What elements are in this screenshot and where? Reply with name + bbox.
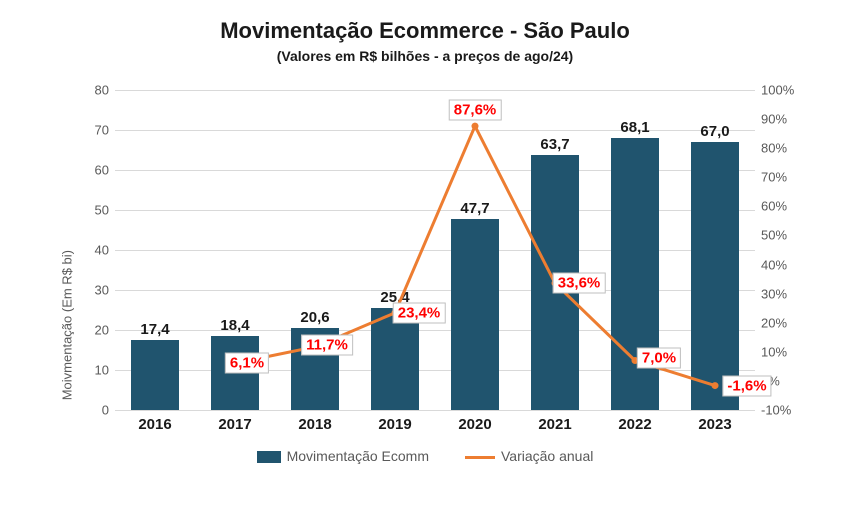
y-left-tick: 10: [95, 363, 115, 378]
x-tick: 2019: [378, 410, 411, 433]
x-tick: 2023: [698, 410, 731, 433]
line-marker: [712, 382, 719, 389]
line-value-label: 6,1%: [225, 353, 269, 374]
y-right-tick: 10%: [755, 344, 787, 359]
x-tick: 2020: [458, 410, 491, 433]
plot-area: 01020304050607080-10%0%10%20%30%40%50%60…: [115, 90, 755, 410]
line-value-label: 87,6%: [449, 100, 502, 121]
legend: Movimentação Ecomm Variação anual: [0, 448, 850, 464]
grid-line: [115, 410, 755, 411]
y-left-tick: 30: [95, 283, 115, 298]
y-left-tick: 40: [95, 243, 115, 258]
x-tick: 2017: [218, 410, 251, 433]
x-tick: 2016: [138, 410, 171, 433]
y-left-tick: 0: [102, 403, 115, 418]
y-right-tick: 80%: [755, 141, 787, 156]
line-value-label: 23,4%: [393, 302, 446, 323]
y-right-tick: 60%: [755, 199, 787, 214]
x-tick: 2018: [298, 410, 331, 433]
line-value-label: -1,6%: [722, 375, 771, 396]
line-value-label: 11,7%: [301, 334, 353, 355]
y-right-tick: 90%: [755, 112, 787, 127]
y-left-tick: 50: [95, 203, 115, 218]
y-right-tick: -10%: [755, 403, 791, 418]
y-right-tick: 40%: [755, 257, 787, 272]
y-left-tick: 80: [95, 83, 115, 98]
y-right-tick: 50%: [755, 228, 787, 243]
legend-label-bars: Movimentação Ecomm: [287, 448, 429, 464]
x-tick: 2021: [538, 410, 571, 433]
line-value-label: 33,6%: [553, 273, 606, 294]
y-right-tick: 30%: [755, 286, 787, 301]
y-left-axis-label: Moivmentação (Em R$ bi): [60, 250, 75, 400]
x-tick: 2022: [618, 410, 651, 433]
legend-item-bars: Movimentação Ecomm: [257, 448, 429, 464]
y-left-tick: 20: [95, 323, 115, 338]
y-left-tick: 60: [95, 163, 115, 178]
y-left-tick: 70: [95, 123, 115, 138]
legend-swatch-bar: [257, 451, 281, 463]
chart-subtitle: (Valores em R$ bilhões - a preços de ago…: [0, 48, 850, 64]
legend-label-line: Variação anual: [501, 448, 593, 464]
line-marker: [472, 123, 479, 130]
line-value-label: 7,0%: [637, 347, 681, 368]
y-right-tick: 20%: [755, 315, 787, 330]
y-right-tick: 100%: [755, 83, 794, 98]
y-right-tick: 70%: [755, 170, 787, 185]
legend-item-line: Variação anual: [465, 448, 593, 464]
legend-swatch-line: [465, 456, 495, 459]
chart-title: Movimentação Ecommerce - São Paulo: [0, 18, 850, 44]
